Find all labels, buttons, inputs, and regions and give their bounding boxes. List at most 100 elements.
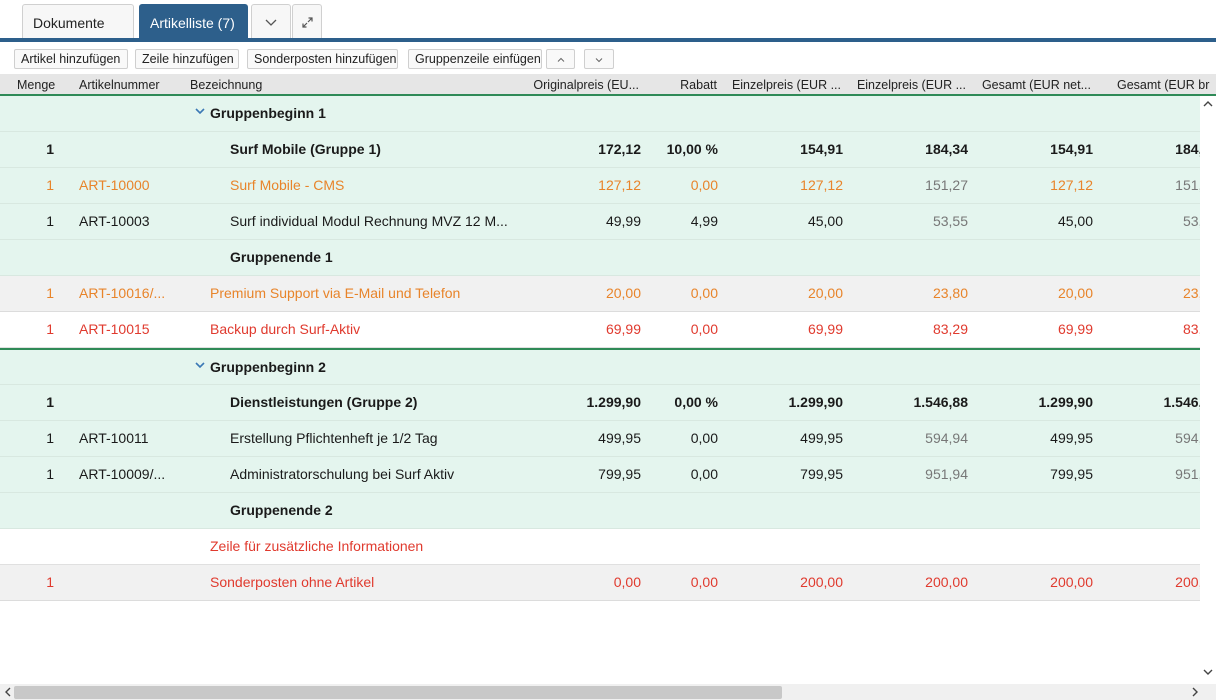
cell-menge: 1: [46, 466, 54, 482]
cell-gesamt-netto: 200,00: [1050, 574, 1093, 590]
cell-einzelpreis-netto: 799,95: [800, 466, 843, 482]
table-row[interactable]: 1 ART-10000 Surf Mobile - CMS 127,12 0,0…: [0, 168, 1200, 204]
col-originalpreis[interactable]: Originalpreis (EU...: [533, 78, 639, 92]
cell-artikelnummer: ART-10011: [79, 430, 149, 446]
add-special-item-button[interactable]: Sonderposten hinzufügen: [247, 49, 398, 69]
add-row-button[interactable]: Zeile hinzufügen: [135, 49, 239, 69]
cell-menge: 1: [46, 177, 54, 193]
cell-rabatt: 0,00 %: [674, 394, 718, 410]
cell-menge: 1: [46, 321, 54, 337]
cell-einzelpreis-brutto: 23,80: [932, 285, 968, 301]
cell-gesamt-brutto: 200,00: [1175, 574, 1200, 590]
scrollbar-thumb[interactable]: [14, 686, 782, 699]
group-end-row[interactable]: Gruppenende 1: [0, 240, 1200, 276]
col-einzelpreis-netto[interactable]: Einzelpreis (EUR ...: [731, 78, 841, 92]
move-down-button[interactable]: [584, 49, 614, 69]
cell-menge: 1: [46, 394, 54, 410]
cell-menge: 1: [46, 430, 54, 446]
vertical-scrollbar[interactable]: [1200, 96, 1216, 684]
cell-bezeichnung: Sonderposten ohne Artikel: [210, 574, 375, 590]
cell-gesamt-brutto: 184,34: [1175, 141, 1200, 157]
cell-rabatt: 0,00: [690, 177, 718, 193]
cell-bezeichnung: Administratorschulung bei Surf Aktiv: [230, 466, 455, 482]
cell-rabatt: 0,00: [690, 430, 718, 446]
info-row[interactable]: Zeile für zusätzliche Informationen: [0, 529, 1200, 565]
cell-rabatt: 0,00: [690, 466, 718, 482]
cell-gesamt-netto: 1.299,90: [1038, 394, 1094, 410]
cell-originalpreis: 799,95: [598, 466, 641, 482]
cell-einzelpreis-netto: 154,91: [800, 141, 843, 157]
cell-bezeichnung: Surf Mobile - CMS: [230, 177, 345, 193]
cell-originalpreis: 499,95: [598, 430, 641, 446]
cell-einzelpreis-brutto: 83,29: [932, 321, 968, 337]
group-start-row[interactable]: Gruppenbeginn 2: [0, 348, 1200, 385]
collapse-chevron-icon[interactable]: [194, 359, 206, 371]
group-title: Gruppenbeginn 1: [210, 105, 326, 121]
cell-bezeichnung: Premium Support via E-Mail und Telefon: [210, 285, 461, 301]
cell-gesamt-netto: 127,12: [1050, 177, 1093, 193]
col-gesamt-brutto[interactable]: Gesamt (EUR br: [1117, 78, 1210, 92]
cell-rabatt: 0,00: [690, 321, 718, 337]
group-end-row[interactable]: Gruppenende 2: [0, 493, 1200, 529]
group-summary-row[interactable]: 1 Dienstleistungen (Gruppe 2) 1.299,90 0…: [0, 385, 1200, 421]
scroll-right-icon[interactable]: [1189, 686, 1201, 698]
scroll-down-icon[interactable]: [1202, 666, 1214, 678]
cell-einzelpreis-brutto: 200,00: [925, 574, 968, 590]
article-table: Gruppenbeginn 1 1 Surf Mobile (Gruppe 1)…: [0, 96, 1200, 684]
expand-icon: [301, 17, 313, 28]
cell-menge: 1: [46, 574, 54, 590]
group-end-title: Gruppenende 2: [230, 502, 333, 518]
cell-originalpreis: 0,00: [613, 574, 641, 590]
cell-originalpreis: 49,99: [605, 213, 641, 229]
cell-einzelpreis-netto: 20,00: [807, 285, 843, 301]
table-row[interactable]: 1 ART-10003 Surf individual Modul Rechnu…: [0, 204, 1200, 240]
cell-einzelpreis-brutto: 1.546,88: [913, 394, 969, 410]
cell-gesamt-brutto: 23,80: [1182, 285, 1200, 301]
cell-einzelpreis-netto: 1.299,90: [788, 394, 844, 410]
collapse-chevron-icon[interactable]: [194, 105, 206, 117]
cell-rabatt: 10,00 %: [666, 141, 718, 157]
col-artikelnummer[interactable]: Artikelnummer: [79, 78, 160, 92]
insert-group-row-button[interactable]: Gruppenzeile einfügen: [408, 49, 542, 69]
cell-bezeichnung: Dienstleistungen (Gruppe 2): [230, 394, 418, 410]
cell-gesamt-netto: 45,00: [1057, 213, 1093, 229]
tab-overflow-button[interactable]: [251, 4, 291, 40]
cell-einzelpreis-netto: 69,99: [807, 321, 843, 337]
col-einzelpreis-brutto[interactable]: Einzelpreis (EUR ...: [856, 78, 966, 92]
col-menge[interactable]: Menge: [17, 78, 56, 92]
cell-artikelnummer: ART-10009/...: [79, 466, 166, 482]
add-article-button[interactable]: Artikel hinzufügen: [14, 49, 128, 69]
cell-originalpreis: 127,12: [598, 177, 641, 193]
cell-rabatt: 4,99: [690, 213, 718, 229]
tab-bar: Dokumente (2) Artikelliste (7): [0, 0, 1216, 67]
tab-artikelliste[interactable]: Artikelliste (7): [139, 4, 248, 40]
table-row[interactable]: 1 ART-10009/... Administratorschulung be…: [0, 457, 1200, 493]
cell-artikelnummer: ART-10015: [79, 321, 150, 337]
move-up-button[interactable]: [546, 49, 575, 69]
col-rabatt[interactable]: Rabatt: [680, 78, 717, 92]
cell-gesamt-netto: 154,91: [1050, 141, 1093, 157]
group-start-row[interactable]: Gruppenbeginn 1: [0, 96, 1200, 132]
col-gesamt-netto[interactable]: Gesamt (EUR net...: [981, 78, 1091, 92]
horizontal-scrollbar[interactable]: [0, 684, 1216, 700]
cell-einzelpreis-netto: 200,00: [800, 574, 843, 590]
table-row[interactable]: 1 Sonderposten ohne Artikel 0,00 0,00 20…: [0, 565, 1200, 601]
table-row[interactable]: 1 ART-10011 Erstellung Pflichtenheft je …: [0, 421, 1200, 457]
cell-menge: 1: [46, 213, 54, 229]
cell-einzelpreis-netto: 499,95: [800, 430, 843, 446]
chevron-down-icon: [595, 58, 603, 63]
cell-gesamt-brutto: 53,55: [1182, 213, 1200, 229]
cell-bezeichnung: Zeile für zusätzliche Informationen: [210, 538, 424, 554]
cell-artikelnummer: ART-10003: [79, 213, 150, 229]
table-row[interactable]: 1 ART-10015 Backup durch Surf-Aktiv 69,9…: [0, 312, 1200, 348]
group-summary-row[interactable]: 1 Surf Mobile (Gruppe 1) 172,12 10,00 % …: [0, 132, 1200, 168]
cell-originalpreis: 69,99: [605, 321, 641, 337]
table-header: Menge Artikelnummer Bezeichnung Original…: [0, 74, 1216, 96]
scroll-up-icon[interactable]: [1202, 98, 1214, 110]
table-row[interactable]: 1 ART-10016/... Premium Support via E-Ma…: [0, 276, 1200, 312]
tab-dokumente[interactable]: Dokumente (2): [22, 4, 134, 67]
scroll-left-icon[interactable]: [2, 686, 14, 698]
cell-rabatt: 0,00: [690, 285, 718, 301]
col-bezeichnung[interactable]: Bezeichnung: [190, 78, 263, 92]
maximize-button[interactable]: [292, 4, 322, 40]
